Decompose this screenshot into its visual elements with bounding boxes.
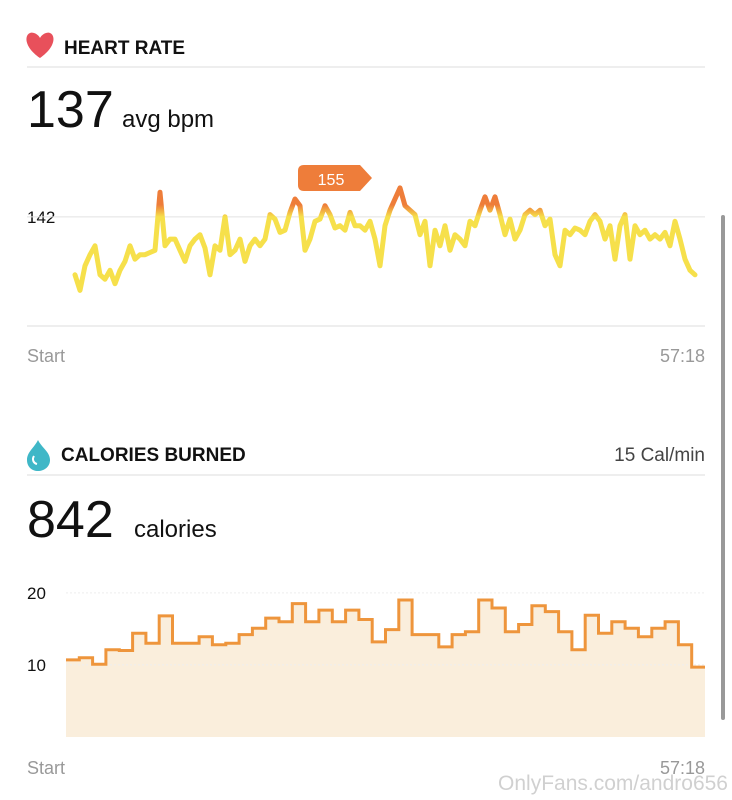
x-label-start: Start [27, 346, 65, 366]
heart-icon [26, 32, 54, 58]
drop-highlight [32, 455, 38, 465]
headline-unit: calories [134, 516, 217, 543]
y-tick-label: 10 [27, 656, 46, 675]
callout [298, 165, 372, 191]
rate: 15 Cal/min [614, 445, 705, 466]
scrollbar [721, 215, 725, 720]
x-label-start: Start [27, 758, 65, 778]
drop-icon [27, 440, 50, 471]
calories-area [66, 600, 705, 737]
headline-unit: avg bpm [122, 106, 214, 133]
headline-value: 842 [27, 491, 114, 549]
x-label-end: 57:18 [660, 346, 705, 366]
watermark: OnlyFans.com/andro656 [498, 772, 728, 795]
section-title: CALORIES BURNED [61, 445, 246, 466]
headline-value: 137 [27, 81, 114, 139]
heart-rate-line [72, 185, 698, 293]
calories-line [66, 598, 705, 669]
x-label-end: 57:18 [660, 758, 705, 778]
y-tick-label: 20 [27, 584, 46, 603]
callout-label: 155 [318, 172, 345, 189]
section-title: HEART RATE [64, 38, 185, 59]
